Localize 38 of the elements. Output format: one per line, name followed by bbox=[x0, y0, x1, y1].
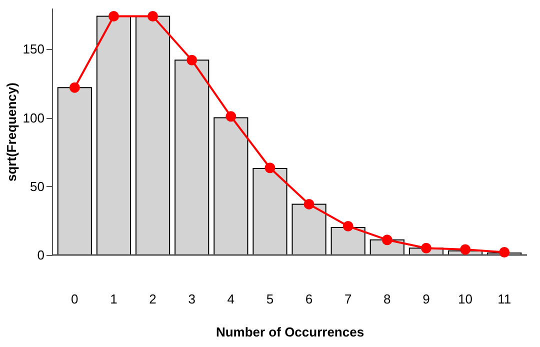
x-tick-label: 11 bbox=[498, 292, 512, 306]
y-tick-label: 100 bbox=[22, 110, 44, 126]
bar bbox=[330, 227, 366, 256]
x-tick-label: 7 bbox=[344, 292, 352, 306]
y-axis-title: sqrt(Frequency) bbox=[4, 82, 19, 182]
point bbox=[382, 234, 392, 246]
point bbox=[186, 54, 198, 66]
bar bbox=[96, 16, 132, 256]
point bbox=[226, 111, 236, 122]
point bbox=[342, 220, 354, 232]
bar bbox=[174, 60, 210, 256]
x-tick-label: 3 bbox=[188, 292, 196, 306]
point bbox=[420, 242, 432, 254]
bar bbox=[292, 204, 326, 256]
point bbox=[69, 82, 80, 93]
bar bbox=[135, 16, 170, 256]
bar bbox=[57, 87, 92, 256]
x-tick-label: 1 bbox=[110, 292, 118, 306]
point bbox=[499, 247, 510, 258]
x-tick-label: 9 bbox=[422, 292, 430, 306]
point bbox=[148, 11, 158, 22]
y-tick-label: 150 bbox=[22, 42, 44, 57]
y-tick-label: 0 bbox=[37, 248, 44, 262]
x-tick-label: 0 bbox=[71, 292, 78, 306]
x-tick-label: 4 bbox=[227, 292, 235, 306]
point bbox=[460, 244, 471, 255]
point bbox=[264, 162, 276, 174]
x-tick-label: 5 bbox=[266, 292, 274, 306]
x-tick-label: 6 bbox=[305, 292, 313, 306]
x-axis-title: Number of Occurrences bbox=[216, 324, 364, 340]
bar bbox=[252, 168, 288, 256]
x-tick-label: 10 bbox=[458, 292, 473, 306]
bar bbox=[214, 117, 248, 256]
y-tick-label: 50 bbox=[30, 178, 44, 194]
x-tick-label: 2 bbox=[149, 292, 156, 306]
point bbox=[108, 11, 119, 22]
x-tick-label: 8 bbox=[384, 292, 391, 306]
point bbox=[304, 198, 314, 210]
